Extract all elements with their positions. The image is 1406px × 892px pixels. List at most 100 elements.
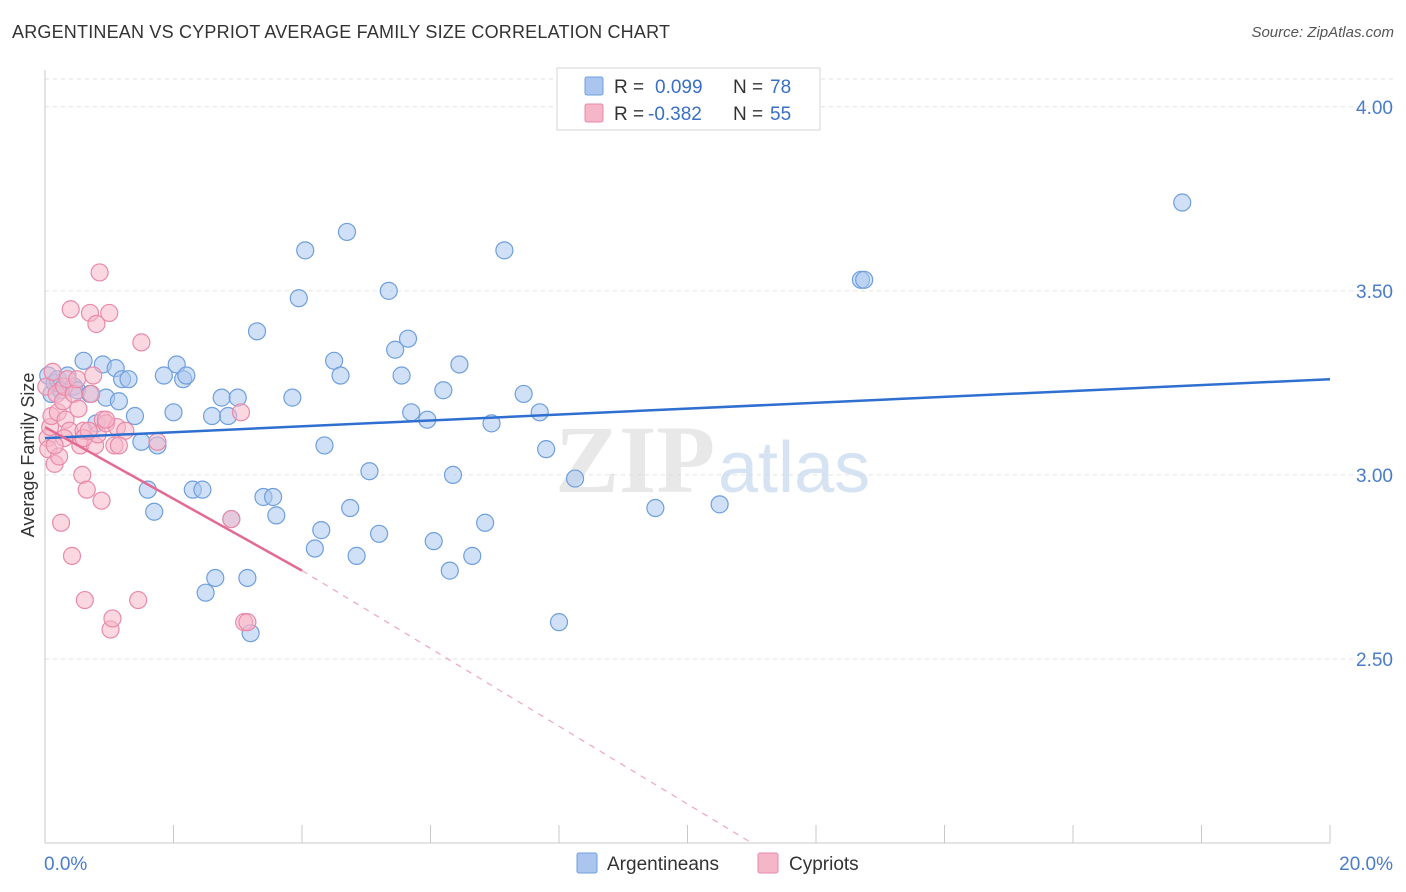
cypriots-point-46 (231, 403, 251, 422)
cypriots-point-54 (96, 410, 116, 429)
argentineans-point-24 (164, 403, 183, 422)
argentineans-point-54 (360, 462, 379, 481)
cypriots-point-45 (222, 509, 241, 529)
argentineans-point-70 (495, 241, 514, 260)
cypriots-point-32 (90, 263, 109, 282)
y-tick-label-1: 3.00 (1356, 466, 1393, 487)
cypriots-point-28 (84, 366, 103, 385)
argentineans-point-48 (315, 436, 334, 455)
argentineans-point-72 (530, 403, 549, 422)
cypriots-trend-line (44, 425, 303, 572)
bottom-legend-label-argentineans: Argentineans (607, 854, 719, 875)
x-tick-label-1: 20.0% (1339, 854, 1393, 875)
argentineans-point-17 (119, 370, 138, 389)
argentineans-point-75 (565, 469, 585, 488)
chart-title: ARGENTINEAN VS CYPRIOT AVERAGE FAMILY SI… (12, 22, 671, 42)
argentineans-point-74 (549, 613, 569, 632)
legend-r-value-2: -0.382 (648, 104, 702, 125)
argentineans-point-37 (238, 568, 257, 588)
argentineans-point-67 (463, 546, 482, 565)
cypriots-trend-extension (301, 570, 753, 844)
cypriots-point-25 (77, 480, 96, 499)
argentineans-point-60 (402, 403, 421, 422)
cypriots-point-38 (103, 609, 122, 628)
argentineans-point-43 (283, 388, 302, 407)
cypriots-point-36 (100, 303, 119, 323)
y-tick-label-0: 2.50 (1356, 650, 1393, 671)
argentineans-point-30 (196, 583, 215, 602)
argentineans-point-51 (337, 222, 357, 242)
argentineans-point-63 (434, 381, 453, 400)
source-label: Source: ZipAtlas.com (1251, 24, 1394, 41)
argentineans-point-77 (710, 495, 729, 514)
bottom-legend-label-cypriots: Cypriots (789, 854, 859, 875)
argentineans-point-64 (440, 561, 459, 580)
argentineans-point-76 (646, 498, 665, 518)
legend-n-label-1: N = (733, 77, 763, 98)
cypriots-point-20 (69, 399, 88, 418)
argentineans-point-9 (74, 351, 93, 370)
argentineans-point-31 (202, 406, 222, 426)
argentineans-point-19 (132, 432, 151, 451)
argentineans-point-33 (212, 388, 231, 407)
argentineans-point-59 (398, 329, 418, 348)
argentineans-point-27 (177, 366, 196, 385)
y-tick-label-2: 3.50 (1356, 282, 1393, 303)
argentineans-point-65 (443, 465, 463, 485)
argentineans-point-52 (341, 498, 360, 518)
x-tick-labels: 0.0% 20.0% (44, 854, 1393, 875)
argentineans-point-56 (379, 281, 398, 300)
cypriots-point-24 (75, 590, 94, 610)
argentineans-point-29 (193, 480, 212, 499)
legend-n-label-2: N = (733, 104, 763, 125)
watermark-atlas: atlas (718, 428, 870, 508)
argentineans-point-23 (154, 366, 173, 385)
cypriots-point-33 (92, 491, 111, 510)
bottom-legend: Argentineans Cypriots (576, 852, 859, 875)
argentineans-point-58 (392, 366, 411, 385)
argentineans-point-57 (386, 340, 405, 359)
axes (44, 70, 1331, 844)
argentineans-point-55 (370, 524, 389, 543)
bottom-legend-swatch-argentineans (576, 852, 598, 874)
cypriots-point-16 (61, 300, 80, 319)
legend-r-label-1: R = (614, 77, 644, 98)
legend-swatch-cypriots (584, 103, 604, 123)
y-tick-labels: 2.50 3.00 3.50 4.00 (1356, 98, 1393, 671)
legend: R = 0.099 N = 78 R = -0.382 N = 55 (556, 67, 821, 131)
y-axis-title: Average Family Size (18, 373, 38, 538)
argentineans-point-79 (855, 270, 874, 289)
x-tick-label-0: 0.0% (44, 854, 87, 875)
argentineans-point-39 (247, 322, 267, 341)
argentineans-point-62 (424, 532, 443, 551)
cypriots-point-42 (129, 590, 148, 610)
argentineans-point-45 (296, 241, 315, 260)
argentineans-point-15 (109, 392, 128, 411)
cypriots-point-17 (62, 546, 82, 565)
argentineans-point-41 (263, 487, 283, 507)
watermark: ZIP atlas (555, 406, 870, 513)
y-tick-label-3: 4.00 (1356, 98, 1393, 119)
cypriots-point-53 (109, 436, 128, 455)
argentineans-point-71 (514, 384, 533, 404)
argentineans-point-66 (450, 355, 469, 374)
argentineans-point-21 (145, 502, 164, 521)
cypriots-point-50 (45, 436, 64, 455)
argentineans-point-32 (206, 568, 225, 588)
cypriots-point-30 (87, 314, 106, 334)
cypriots-point-10 (51, 513, 71, 532)
argentineans-point-46 (305, 539, 324, 558)
cypriots-point-5 (43, 362, 62, 381)
legend-n-value-2: 55 (770, 104, 791, 125)
cypriots-point-44 (148, 432, 167, 451)
argentineans-point-42 (267, 506, 286, 525)
data-points (37, 193, 1192, 643)
bottom-legend-swatch-cypriots (757, 852, 779, 874)
argentineans-point-18 (125, 406, 145, 426)
legend-swatch-argentineans (584, 76, 604, 96)
argentineans-point-73 (537, 440, 556, 459)
argentineans-point-80 (1173, 193, 1192, 212)
argentineans-point-44 (289, 289, 308, 308)
cypriots-point-27 (82, 384, 101, 404)
